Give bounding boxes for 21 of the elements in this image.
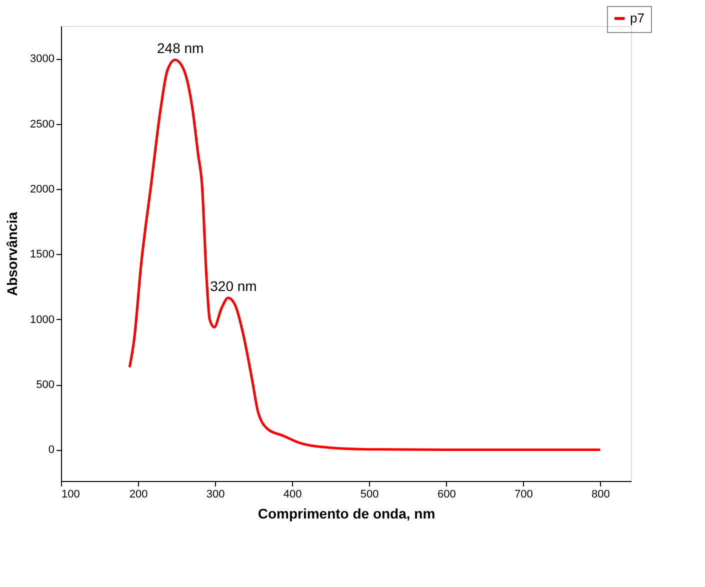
y-axis-title: Absorvância (4, 212, 20, 296)
annotation: 248 nm (157, 40, 204, 56)
x-tick-label: 600 (437, 488, 456, 500)
y-tick-label: 1000 (30, 314, 54, 326)
x-tick-label: 100 (62, 488, 80, 500)
x-tick-label: 800 (592, 488, 610, 500)
y-tick-label: 0 (48, 444, 54, 456)
annotation: 320 nm (210, 278, 257, 294)
x-tick-label: 300 (206, 488, 225, 500)
x-tick-label: 500 (360, 488, 379, 500)
x-tick-label: 700 (514, 488, 533, 500)
y-tick-label: 3000 (30, 53, 54, 66)
legend-label: p7 (630, 10, 644, 26)
x-axis-title: Comprimento de onda, nm (258, 506, 436, 522)
y-tick-label: 2500 (30, 118, 54, 130)
y-tick-label: 1500 (30, 248, 54, 261)
line-series (128, 58, 602, 451)
y-tick-label: 2000 (30, 183, 54, 196)
x-tick-label: 400 (283, 488, 302, 500)
y-tick-label: 500 (36, 379, 54, 392)
x-tick-label: 200 (129, 488, 148, 500)
